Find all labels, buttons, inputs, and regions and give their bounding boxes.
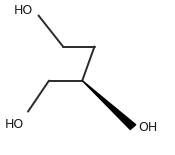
Text: HO: HO bbox=[5, 117, 25, 131]
Polygon shape bbox=[82, 81, 136, 129]
Text: HO: HO bbox=[14, 4, 33, 17]
Text: OH: OH bbox=[138, 121, 158, 134]
